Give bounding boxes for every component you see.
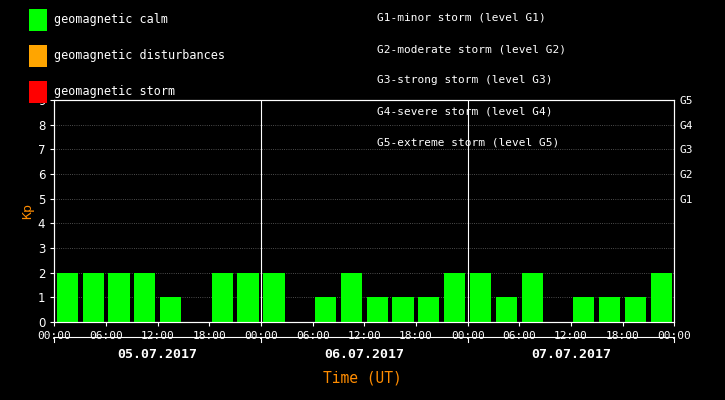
Bar [212,273,233,322]
Bar [160,297,181,322]
Bar [367,297,388,322]
Bar [573,297,594,322]
Bar [521,273,543,322]
Y-axis label: Kp: Kp [21,203,33,219]
Bar [134,273,155,322]
Bar [418,297,439,322]
Bar [83,273,104,322]
Bar [57,273,78,322]
Bar [651,273,672,322]
Bar [263,273,284,322]
Text: geomagnetic calm: geomagnetic calm [54,14,168,26]
Text: G3-strong storm (level G3): G3-strong storm (level G3) [377,76,552,86]
Bar [599,297,621,322]
Bar [496,297,517,322]
Text: 07.07.2017: 07.07.2017 [531,348,611,360]
Text: geomagnetic storm: geomagnetic storm [54,86,175,98]
Text: geomagnetic disturbances: geomagnetic disturbances [54,50,225,62]
Text: 05.07.2017: 05.07.2017 [117,348,198,360]
Bar [470,273,491,322]
Bar [108,273,130,322]
Text: G4-severe storm (level G4): G4-severe storm (level G4) [377,107,552,117]
Text: G2-moderate storm (level G2): G2-moderate storm (level G2) [377,44,566,54]
Text: G5-extreme storm (level G5): G5-extreme storm (level G5) [377,138,559,148]
Bar [315,297,336,322]
Bar [444,273,465,322]
Text: 06.07.2017: 06.07.2017 [324,348,405,360]
Text: G1-minor storm (level G1): G1-minor storm (level G1) [377,13,546,23]
Bar [238,273,259,322]
Text: Time (UT): Time (UT) [323,370,402,386]
Bar [392,297,414,322]
Bar [625,297,646,322]
Bar [341,273,362,322]
